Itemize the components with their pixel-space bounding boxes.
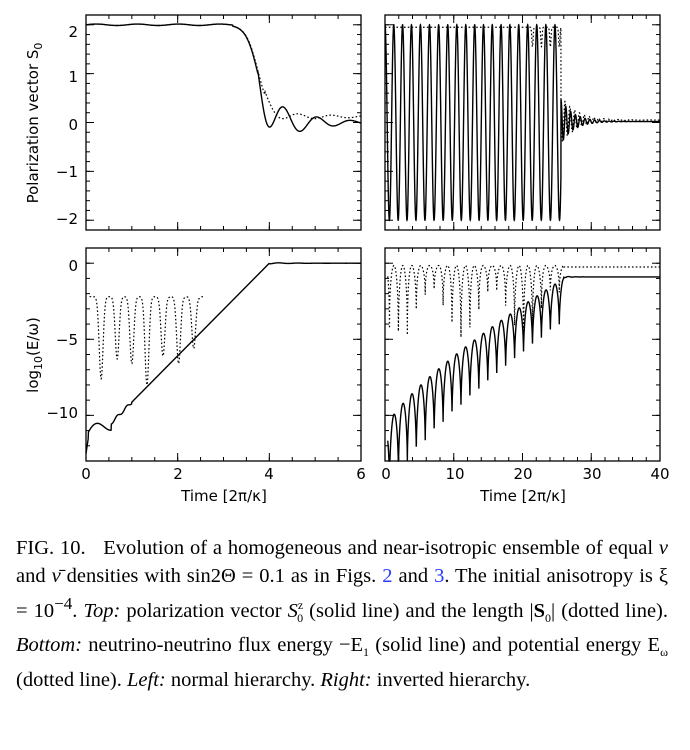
panel-top-left-frame (85, 14, 362, 231)
figure-10: 2 1 0 −1 −2 0 −5 −10 0 2 4 6 0 10 20 30 … (24, 14, 670, 505)
right-label: Right: (320, 669, 372, 692)
ytick-bottom-m10: −10 (46, 404, 78, 422)
top-label: Top: (83, 599, 121, 622)
curve-tl-dotted (85, 23, 362, 120)
panel-bottom-left-frame (85, 247, 362, 462)
fig-link-2[interactable]: 2 (382, 564, 393, 587)
xlabel-right: Time [2π/κ] (479, 487, 566, 505)
ytick-bottom-0: 0 (68, 257, 78, 275)
ytick-top-m2: −2 (56, 210, 78, 228)
xtick-right-20: 20 (513, 465, 532, 483)
ylabel-top: Polarization vector S0 (24, 43, 45, 204)
curve-br-dotted (387, 264, 660, 338)
curve-bl-solid (85, 262, 362, 454)
ytick-top-0: 0 (68, 116, 78, 134)
caption-label: FIG. 10. (16, 537, 86, 559)
figure-caption: FIG. 10. Evolution of a homogeneous and … (16, 537, 668, 692)
axis-ticks (85, 15, 661, 462)
curves (85, 23, 661, 462)
curve-br-solid (387, 275, 660, 462)
xtick-left-2: 2 (173, 465, 183, 483)
left-label: Left: (127, 669, 166, 692)
xtick-right-10: 10 (445, 465, 464, 483)
curve-tr-solid (384, 23, 660, 222)
ytick-top-2: 2 (68, 23, 78, 41)
xlabel-left: Time [2π/κ] (180, 487, 267, 505)
curve-bl-dotted (89, 296, 206, 386)
xtick-left-6: 6 (356, 465, 366, 483)
ylabel-bottom: log10(E/ω) (24, 317, 45, 393)
xtick-left-0: 0 (81, 465, 91, 483)
xtick-right-0: 0 (381, 465, 391, 483)
xtick-left-4: 4 (264, 465, 274, 483)
ytick-top-1: 1 (68, 68, 78, 86)
ytick-bottom-m5: −5 (56, 331, 78, 349)
xtick-right-40: 40 (650, 465, 669, 483)
curve-tl-solid (85, 23, 362, 133)
ytick-top-m1: −1 (56, 163, 78, 181)
fig-link-3[interactable]: 3 (434, 564, 445, 587)
xtick-right-30: 30 (582, 465, 601, 483)
curve-tr-dotted (385, 26, 661, 143)
bottom-label: Bottom: (16, 634, 83, 657)
